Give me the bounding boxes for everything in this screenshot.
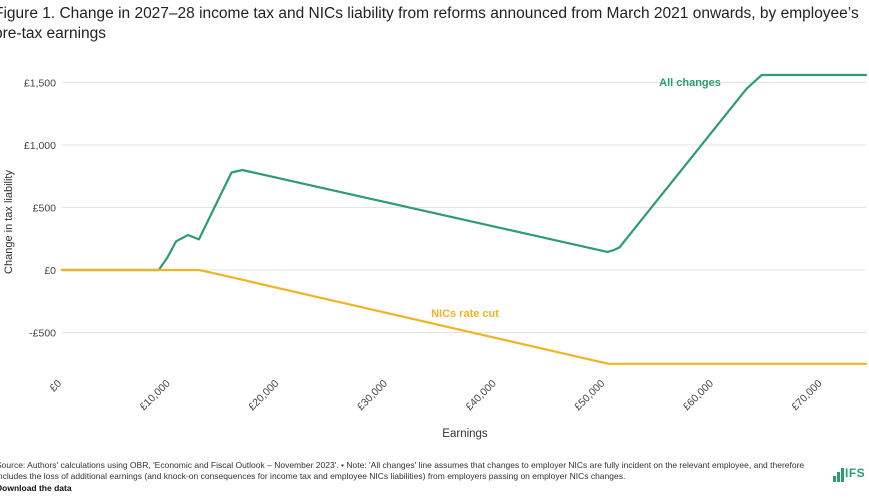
series-label-nics-rate-cut: NICs rate cut bbox=[431, 308, 499, 320]
x-tick-label: £40,000 bbox=[463, 378, 498, 413]
series-line-nics-rate-cut bbox=[60, 268, 868, 365]
source-note: Source: Authors' calculations using OBR,… bbox=[0, 460, 805, 481]
y-tick-label: £500 bbox=[33, 203, 57, 215]
x-tick-label: £10,000 bbox=[137, 378, 172, 413]
line-chart: £1,500 £1,000 £500 £0 -£500 £0 £10,000 £20,000… bbox=[3, 73, 868, 440]
y-tick-label: £1,000 bbox=[24, 140, 56, 152]
series-line-all-changes bbox=[60, 73, 868, 272]
y-tick-label: -£500 bbox=[29, 328, 56, 340]
logo-text: IFS bbox=[845, 466, 866, 480]
y-axis-title: Change in tax liability bbox=[3, 170, 15, 274]
y-tick-label: £0 bbox=[44, 265, 56, 277]
x-tick-label: £60,000 bbox=[681, 378, 716, 413]
x-axis-ticks: £0 £10,000 £20,000 £30,000 £40,000 £50,000 £60… bbox=[47, 378, 824, 413]
figure-title: Figure 1. Change in 2027–28 income tax a… bbox=[0, 5, 859, 42]
x-tick-label: £70,000 bbox=[789, 378, 824, 413]
x-tick-label: £50,000 bbox=[572, 378, 607, 413]
series-label-all-changes: All changes bbox=[659, 77, 721, 89]
series-lines bbox=[60, 73, 868, 365]
x-tick-label: £0 bbox=[47, 378, 64, 395]
gridlines bbox=[62, 82, 866, 333]
y-axis-ticks: £1,500 £1,000 £500 £0 -£500 bbox=[24, 78, 56, 340]
x-axis-title: Earnings bbox=[442, 428, 488, 440]
x-tick-label: £20,000 bbox=[246, 378, 281, 413]
y-tick-label: £1,500 bbox=[24, 78, 56, 90]
download-data-link[interactable]: Download the data bbox=[0, 483, 72, 493]
x-tick-label: £30,000 bbox=[355, 378, 390, 413]
ifs-logo: IFS bbox=[833, 466, 867, 482]
